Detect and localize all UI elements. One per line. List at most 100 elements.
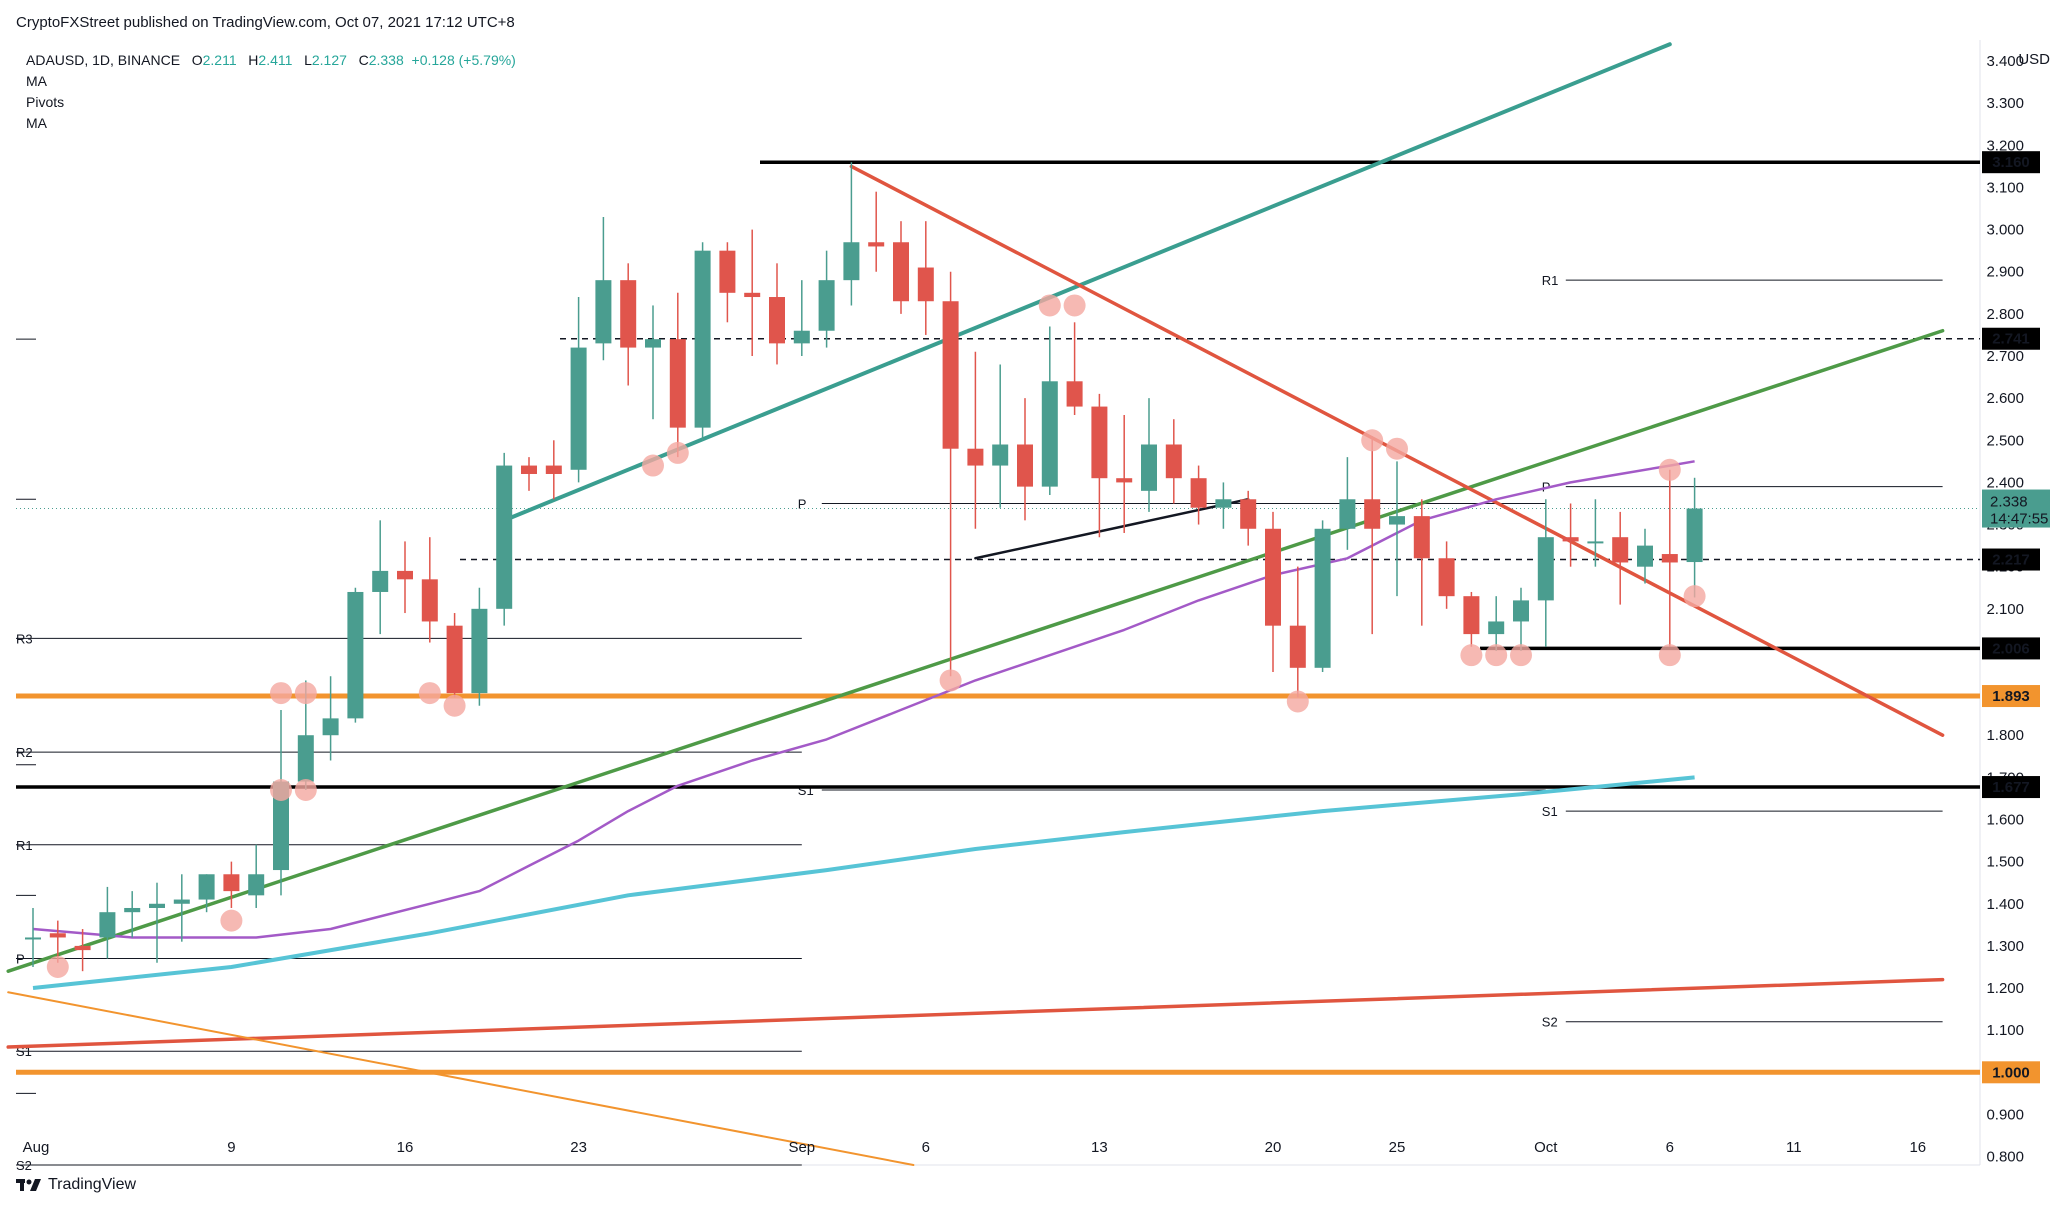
candle-body-56 — [1413, 516, 1430, 559]
price-axis[interactable]: 0.800 0.900 1.000 1.100 1.200 1.300 1.400 1.500… — [1982, 51, 2050, 1166]
highlight-marker-5 — [294, 779, 317, 801]
highlight-marker-8 — [642, 454, 664, 477]
highlight-marker-12 — [1063, 294, 1086, 317]
candle-body-44 — [1116, 478, 1133, 483]
legend-close: 2.338 — [368, 52, 404, 68]
candle-body-51 — [1289, 625, 1306, 668]
legend-l-label: L — [304, 52, 312, 68]
date-tick-0: Aug — [23, 1139, 50, 1156]
candle-body-12 — [322, 718, 339, 736]
trendlines — [6, 42, 1945, 1166]
date-tick-4: Sep — [788, 1139, 815, 1156]
highlight-marker-4 — [294, 682, 317, 705]
candle-body-57 — [1438, 558, 1455, 597]
candle-body-59 — [1488, 621, 1505, 635]
date-tick-10: 6 — [1666, 1139, 1674, 1156]
price-tick-4: 1.200 — [1986, 980, 2024, 997]
candle-body-31 — [793, 330, 810, 344]
level-badge-label-3: 2.006 — [1992, 640, 2030, 657]
highlight-marker-17 — [1485, 644, 1508, 667]
candle-body-7 — [198, 874, 215, 900]
level-badge-label-4: 1.893 — [1992, 688, 2030, 705]
highlight-marker-20 — [1658, 458, 1681, 481]
pivot-label-5: S2 — [16, 1158, 32, 1170]
candle-body-52 — [1314, 528, 1331, 668]
pivot-label-8: R1 — [1542, 273, 1559, 288]
candle-body-15 — [397, 570, 413, 580]
candle-body-38 — [967, 448, 984, 466]
legend-indicator-pivots[interactable]: Pivots — [26, 94, 65, 110]
candle-body-10 — [273, 781, 289, 871]
date-axis[interactable]: Aug 9 16 23 Sep 6 13 20 25 Oct 6 11 16 — [23, 1139, 1926, 1156]
chart-legend: ADAUSD, 1D, BINANCE O2.211 H2.411 L2.127… — [26, 50, 516, 134]
date-tick-9: Oct — [1534, 1139, 1558, 1156]
highlight-marker-10 — [939, 669, 962, 692]
legend-symbol[interactable]: ADAUSD, 1D, BINANCE — [26, 52, 181, 68]
legend-h-label: H — [248, 52, 259, 68]
candle-body-3 — [99, 912, 116, 938]
highlight-marker-9 — [666, 441, 689, 464]
price-tick-10: 1.800 — [1986, 727, 2024, 744]
candle-body-22 — [570, 347, 587, 470]
candle-body-17 — [446, 625, 463, 694]
tradingview-brand: TradingView — [48, 1176, 137, 1193]
candle-body-8 — [223, 874, 240, 892]
pivot-label-11: S2 — [1542, 1015, 1558, 1030]
last-price-badge — [1982, 489, 2050, 528]
highlight-marker-2 — [270, 682, 292, 705]
trendline-green — [6, 328, 1945, 973]
level-badge-3 — [1982, 637, 2040, 660]
tradingview-footer[interactable]: TradingView — [16, 1176, 136, 1194]
date-tick-5: 6 — [922, 1139, 930, 1156]
legend-indicator-ma-1[interactable]: MA — [26, 73, 47, 89]
candle-body-50 — [1265, 528, 1281, 626]
price-tick-24: 3.200 — [1986, 137, 2024, 154]
legend-open: 2.211 — [202, 52, 237, 68]
candle-body-18 — [471, 608, 488, 694]
highlight-marker-13 — [1286, 690, 1309, 713]
highlight-marker-21 — [1683, 585, 1706, 608]
price-tick-22: 3.000 — [1986, 222, 2024, 239]
candle-body-45 — [1141, 444, 1157, 491]
legend-c-label: C — [358, 52, 369, 68]
candle-body-36 — [917, 267, 934, 302]
price-tick-20: 2.800 — [1986, 306, 2024, 323]
candle-body-67 — [1686, 508, 1703, 563]
candle-body-64 — [1612, 537, 1629, 563]
candle-body-6 — [173, 899, 190, 904]
candle-body-54 — [1364, 499, 1381, 529]
date-tick-2: 16 — [397, 1139, 414, 1156]
candle-body-63 — [1587, 541, 1604, 544]
candle-body-58 — [1463, 596, 1480, 635]
price-tick-17: 2.500 — [1986, 432, 2024, 449]
last-price-value: 2.338 — [1990, 494, 2028, 511]
candle-body-9 — [248, 874, 265, 896]
candle-body-16 — [421, 579, 438, 622]
candle-body-43 — [1091, 406, 1108, 479]
candle-body-32 — [818, 280, 835, 331]
level-badge-4 — [1982, 685, 2040, 708]
candle-body-48 — [1215, 499, 1232, 508]
candle-body-46 — [1165, 444, 1182, 479]
highlight-marker-7 — [443, 694, 466, 717]
price-tick-26: 3.400 — [1986, 53, 2024, 70]
legend-change: +0.128 (+5.79%) — [411, 52, 516, 68]
candle-body-60 — [1513, 600, 1529, 622]
candle-body-53 — [1339, 499, 1356, 529]
trendline-red-long — [6, 977, 1945, 1049]
date-tick-8: 25 — [1389, 1139, 1406, 1156]
price-tick-16: 2.400 — [1986, 474, 2024, 491]
candle-body-26 — [669, 339, 686, 428]
highlight-marker-0 — [46, 955, 69, 978]
pivot-label-1: R2 — [16, 745, 33, 760]
candle-body-13 — [347, 591, 364, 719]
candle-body-65 — [1637, 545, 1653, 567]
legend-indicator-ma-2[interactable]: MA — [26, 115, 47, 131]
candle-body-66 — [1661, 554, 1678, 563]
level-badge-label-1: 2.741 — [1992, 331, 2030, 348]
candle-body-55 — [1389, 516, 1405, 525]
legend-ohlc-row: ADAUSD, 1D, BINANCE O2.211 H2.411 L2.127… — [26, 50, 516, 71]
candle-body-1 — [49, 933, 66, 938]
